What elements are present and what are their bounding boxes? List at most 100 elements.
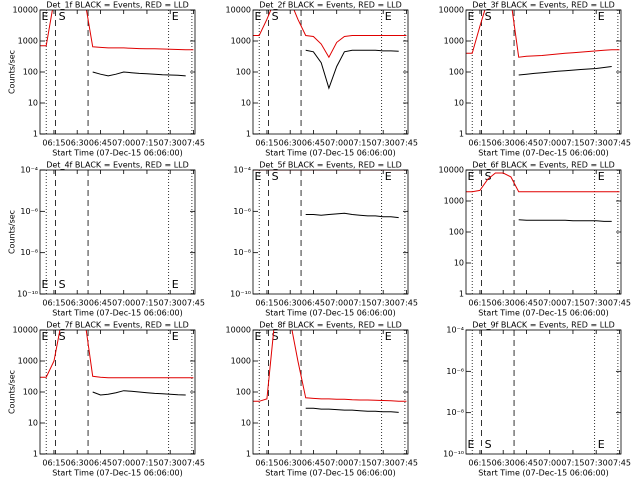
series-group [253, 330, 407, 413]
panel: Det_4f BLACK = Events, RED = LLD Start Ti… [8, 161, 205, 318]
y-tick-label: 1000 [18, 37, 38, 46]
series-line [466, 172, 620, 193]
panel: Det_3f BLACK = Events, RED = LLD Start Ti… [439, 1, 631, 158]
plot-frame [39, 329, 196, 455]
panel: Det_6f BLACK = Events, RED = LLD Start Ti… [439, 161, 631, 318]
panel: Det_7f BLACK = Events, RED = LLD Start Ti… [8, 321, 205, 478]
y-tick-label: 10000 [13, 326, 38, 335]
series-line [92, 71, 186, 77]
panel: Det_1f BLACK = Events, RED = LLD Start Ti… [8, 1, 205, 158]
y-tick-label: 10 [28, 419, 38, 428]
x-tick-label: 07:15 [135, 459, 158, 468]
x-tick-label: 06:15 [468, 459, 491, 468]
x-tick-label: 06:30 [66, 299, 89, 308]
y-tick-label: 10 [241, 419, 251, 428]
y-tick-label: 100 [23, 388, 38, 397]
event-label: S [59, 330, 66, 343]
panel: Det_5f BLACK = Events, RED = LLD Start Ti… [230, 161, 418, 318]
x-tick-label: 06:15 [255, 299, 278, 308]
y-tick-label: 1000 [444, 37, 464, 46]
x-tick-label: 07:00 [325, 459, 348, 468]
event-label: S [272, 330, 279, 343]
plot-frame [39, 9, 196, 135]
x-tick-label: 06:15 [468, 139, 491, 148]
x-tick-label: 07:45 [395, 459, 418, 468]
x-tick-label: 07:15 [561, 299, 584, 308]
x-tick-label: 06:45 [89, 459, 112, 468]
y-tick-label: 10⁻⁶ [233, 207, 251, 216]
x-tick-label: 07:30 [585, 139, 608, 148]
series-line [40, 10, 194, 51]
x-tick-label: 07:30 [159, 459, 182, 468]
x-tick-label: 06:30 [279, 139, 302, 148]
series-line [253, 330, 407, 402]
y-tick-label: 100 [23, 68, 38, 77]
series-line [40, 330, 194, 379]
event-label: E [172, 10, 179, 23]
plot-frame [465, 9, 622, 135]
x-tick-label: 07:15 [135, 139, 158, 148]
x-tick-label: 06:45 [515, 459, 538, 468]
y-tick-label: 10 [28, 99, 38, 108]
x-tick-label: 07:15 [348, 459, 371, 468]
y-tick-label: 10⁻¹⁰ [443, 450, 464, 459]
x-tick-label: 06:15 [42, 139, 65, 148]
x-axis-label: Start Time (07-Dec-15 06:06:00) [52, 149, 183, 158]
series-line [253, 10, 407, 59]
x-axis-label: Start Time (07-Dec-15 06:06:00) [52, 309, 183, 318]
event-label: E [385, 10, 392, 23]
x-tick-label: 07:15 [348, 139, 371, 148]
y-tick-label: 1 [33, 450, 38, 459]
x-tick-label: 07:30 [372, 459, 395, 468]
event-label: S [485, 438, 492, 451]
y-tick-label: 1 [33, 130, 38, 139]
panel-title: Det_4f BLACK = Events, RED = LLD [46, 161, 189, 170]
y-tick-label: 10000 [226, 326, 251, 335]
series-group [40, 330, 194, 396]
panel: Det_9f BLACK = Events, RED = LLD Start Ti… [443, 321, 631, 478]
x-tick-label: 06:45 [515, 299, 538, 308]
event-label: S [485, 170, 492, 183]
event-label: E [468, 438, 475, 451]
y-tick-label: 10 [454, 259, 464, 268]
x-tick-label: 06:45 [89, 139, 112, 148]
x-tick-label: 07:00 [325, 139, 348, 148]
y-tick-label: 100 [236, 68, 251, 77]
y-tick-label: 10 [454, 99, 464, 108]
series-line [518, 66, 612, 76]
x-tick-label: 07:00 [325, 299, 348, 308]
event-label: E [172, 278, 179, 291]
x-tick-label: 07:30 [159, 299, 182, 308]
event-label: E [172, 330, 179, 343]
series-line [305, 407, 399, 413]
y-tick-label: 100 [236, 388, 251, 397]
panel-title: Det_2f BLACK = Events, RED = LLD [259, 1, 402, 10]
y-tick-label: 1000 [444, 197, 464, 206]
x-tick-label: 07:00 [538, 139, 561, 148]
event-label: E [385, 330, 392, 343]
x-tick-label: 06:30 [279, 299, 302, 308]
event-label: E [42, 278, 49, 291]
plot-frame [252, 169, 409, 295]
x-tick-label: 07:30 [159, 139, 182, 148]
event-label: E [468, 170, 475, 183]
y-tick-label: 100 [449, 228, 464, 237]
y-tick-label: 10000 [13, 6, 38, 15]
x-tick-label: 06:15 [468, 299, 491, 308]
x-tick-label: 07:45 [395, 299, 418, 308]
x-axis-label: Start Time (07-Dec-15 06:06:00) [478, 309, 609, 318]
x-tick-label: 06:45 [89, 299, 112, 308]
y-tick-label: 10 [241, 99, 251, 108]
plot-frame [39, 169, 196, 295]
series-line [305, 212, 399, 219]
y-tick-label: 10⁻¹⁰ [230, 290, 251, 299]
series-line [466, 10, 620, 58]
series-line [305, 49, 399, 90]
plot-frame [465, 329, 622, 455]
panel-title: Det_1f BLACK = Events, RED = LLD [46, 1, 189, 10]
x-tick-label: 07:30 [372, 299, 395, 308]
y-tick-label: 1 [459, 130, 464, 139]
x-tick-label: 06:45 [515, 139, 538, 148]
x-axis-label: Start Time (07-Dec-15 06:06:00) [478, 149, 609, 158]
